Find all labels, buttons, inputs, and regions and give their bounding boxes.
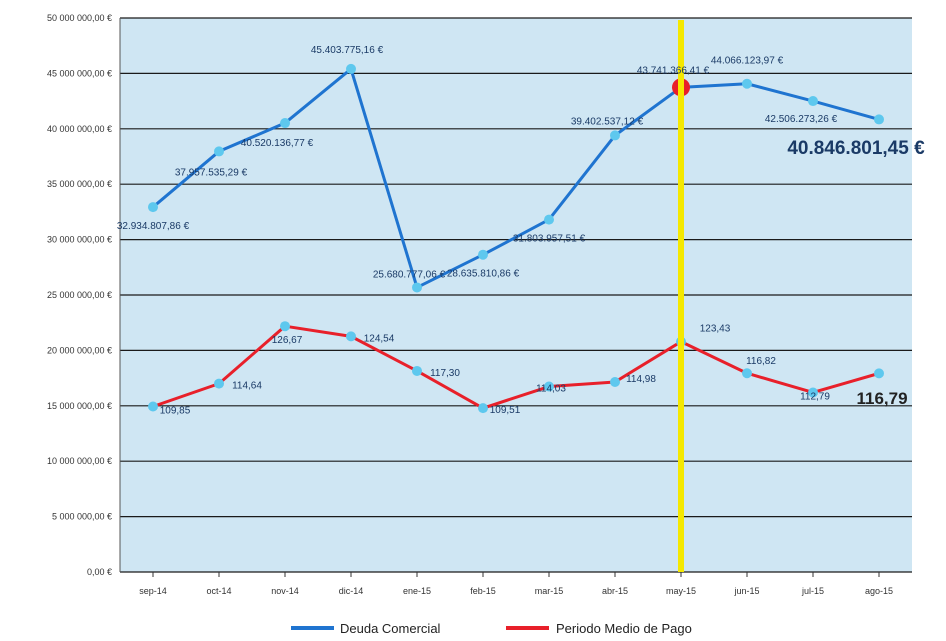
- x-tick-label: sep-14: [139, 586, 167, 596]
- legend-label-periodo: Periodo Medio de Pago: [556, 621, 692, 636]
- y-tick-label: 45 000 000,00 €: [47, 68, 112, 78]
- x-tick-label: jun-15: [733, 586, 759, 596]
- y-tick-label: 30 000 000,00 €: [47, 235, 112, 245]
- deuda-data-label: 43.741.366,41 €: [637, 65, 710, 76]
- data-point: [478, 403, 488, 414]
- series-line: [152, 67, 880, 289]
- x-tick-label: ene-15: [403, 586, 431, 596]
- data-point: [280, 321, 290, 332]
- deuda-data-label: 39.402.537,12 €: [571, 116, 644, 127]
- periodo-data-label: 117,30: [430, 368, 460, 379]
- x-tick-label: abr-15: [602, 586, 628, 596]
- y-tick-label: 5 000 000,00 €: [52, 512, 112, 522]
- x-tick-label: jul-15: [801, 586, 824, 596]
- periodo-data-label: 116,79: [856, 389, 907, 408]
- data-point: [808, 96, 818, 107]
- series-line: [152, 324, 880, 410]
- periodo-data-label: 112,79: [800, 391, 830, 402]
- data-point: [808, 387, 818, 398]
- data-point: [874, 368, 884, 379]
- deuda-data-label: 40.846.801,45 €: [787, 138, 925, 159]
- x-tick-label: mar-15: [535, 586, 564, 596]
- periodo-data-label: 126,67: [272, 335, 303, 346]
- deuda-data-label: 45.403.775,16 €: [311, 45, 384, 56]
- series-group: [148, 63, 884, 414]
- y-tick-label: 40 000 000,00 €: [47, 124, 112, 134]
- data-point: [874, 114, 884, 125]
- data-point: [346, 331, 356, 342]
- periodo-data-label: 116,82: [746, 356, 776, 367]
- deuda-data-label: 40.520.136,77 €: [241, 138, 314, 149]
- data-point: [280, 118, 290, 129]
- deuda-data-label: 37.957.535,29 €: [175, 167, 248, 178]
- deuda-data-label: 28.635.810,86 €: [447, 269, 520, 280]
- periodo-data-label: 123,43: [700, 324, 731, 335]
- data-point: [148, 401, 158, 412]
- data-point: [544, 381, 554, 392]
- gridlines: [120, 17, 912, 573]
- data-point: [610, 377, 620, 388]
- x-tick-label: dic-14: [339, 586, 364, 596]
- data-point: [214, 378, 224, 389]
- data-labels: 32.934.807,86 € 37.957.535,29 € 40.520.136…: [117, 45, 925, 417]
- deuda-data-label: 25.680.777,06 €: [373, 269, 446, 280]
- x-tick-label: oct-14: [206, 586, 231, 596]
- data-point: [148, 202, 158, 213]
- deuda-data-label: 44.066.123,97 €: [711, 56, 784, 67]
- periodo-data-label: 114,98: [626, 374, 656, 385]
- data-point: [214, 146, 224, 157]
- x-tick-label: may-15: [666, 586, 696, 596]
- y-tick-label: 20 000 000,00 €: [47, 345, 112, 355]
- legend: Deuda Comercial Periodo Medio de Pago: [291, 621, 692, 636]
- deuda-data-label: 31.803.957,51 €: [513, 234, 586, 245]
- y-tick-label: 10 000 000,00 €: [47, 456, 112, 466]
- deuda-data-label: 42.506.273,26 €: [765, 114, 838, 125]
- x-tick-label: feb-15: [470, 586, 496, 596]
- x-tick-label: ago-15: [865, 586, 893, 596]
- periodo-data-label: 109,85: [160, 406, 191, 417]
- data-point: [412, 282, 422, 293]
- data-point: [412, 365, 422, 376]
- data-point: [346, 63, 356, 74]
- x-axis: sep-14 oct-14 nov-14 dic-14 ene-15 feb-15 mar-…: [139, 572, 893, 596]
- data-point: [742, 78, 752, 89]
- periodo-data-label: 109,51: [490, 405, 521, 416]
- data-point: [610, 130, 620, 141]
- deuda-data-label: 32.934.807,86 €: [117, 221, 190, 232]
- data-point: [478, 249, 488, 260]
- y-tick-label: 50 000 000,00 €: [47, 13, 112, 23]
- y-tick-label: 0,00 €: [87, 567, 112, 577]
- y-axis: 0,00 € 5 000 000,00 € 10 000 000,00 € 15 00…: [47, 13, 121, 577]
- x-tick-label: nov-14: [271, 586, 299, 596]
- data-point: [544, 214, 554, 225]
- y-tick-label: 35 000 000,00 €: [47, 179, 112, 189]
- periodo-data-label: 124,54: [364, 333, 395, 344]
- legend-label-deuda: Deuda Comercial: [340, 621, 441, 636]
- data-point: [742, 368, 752, 379]
- y-tick-label: 15 000 000,00 €: [47, 401, 112, 411]
- y-tick-label: 25 000 000,00 €: [47, 290, 112, 300]
- periodo-data-label: 114,64: [232, 381, 262, 392]
- periodo-data-label: 114,03: [536, 384, 566, 395]
